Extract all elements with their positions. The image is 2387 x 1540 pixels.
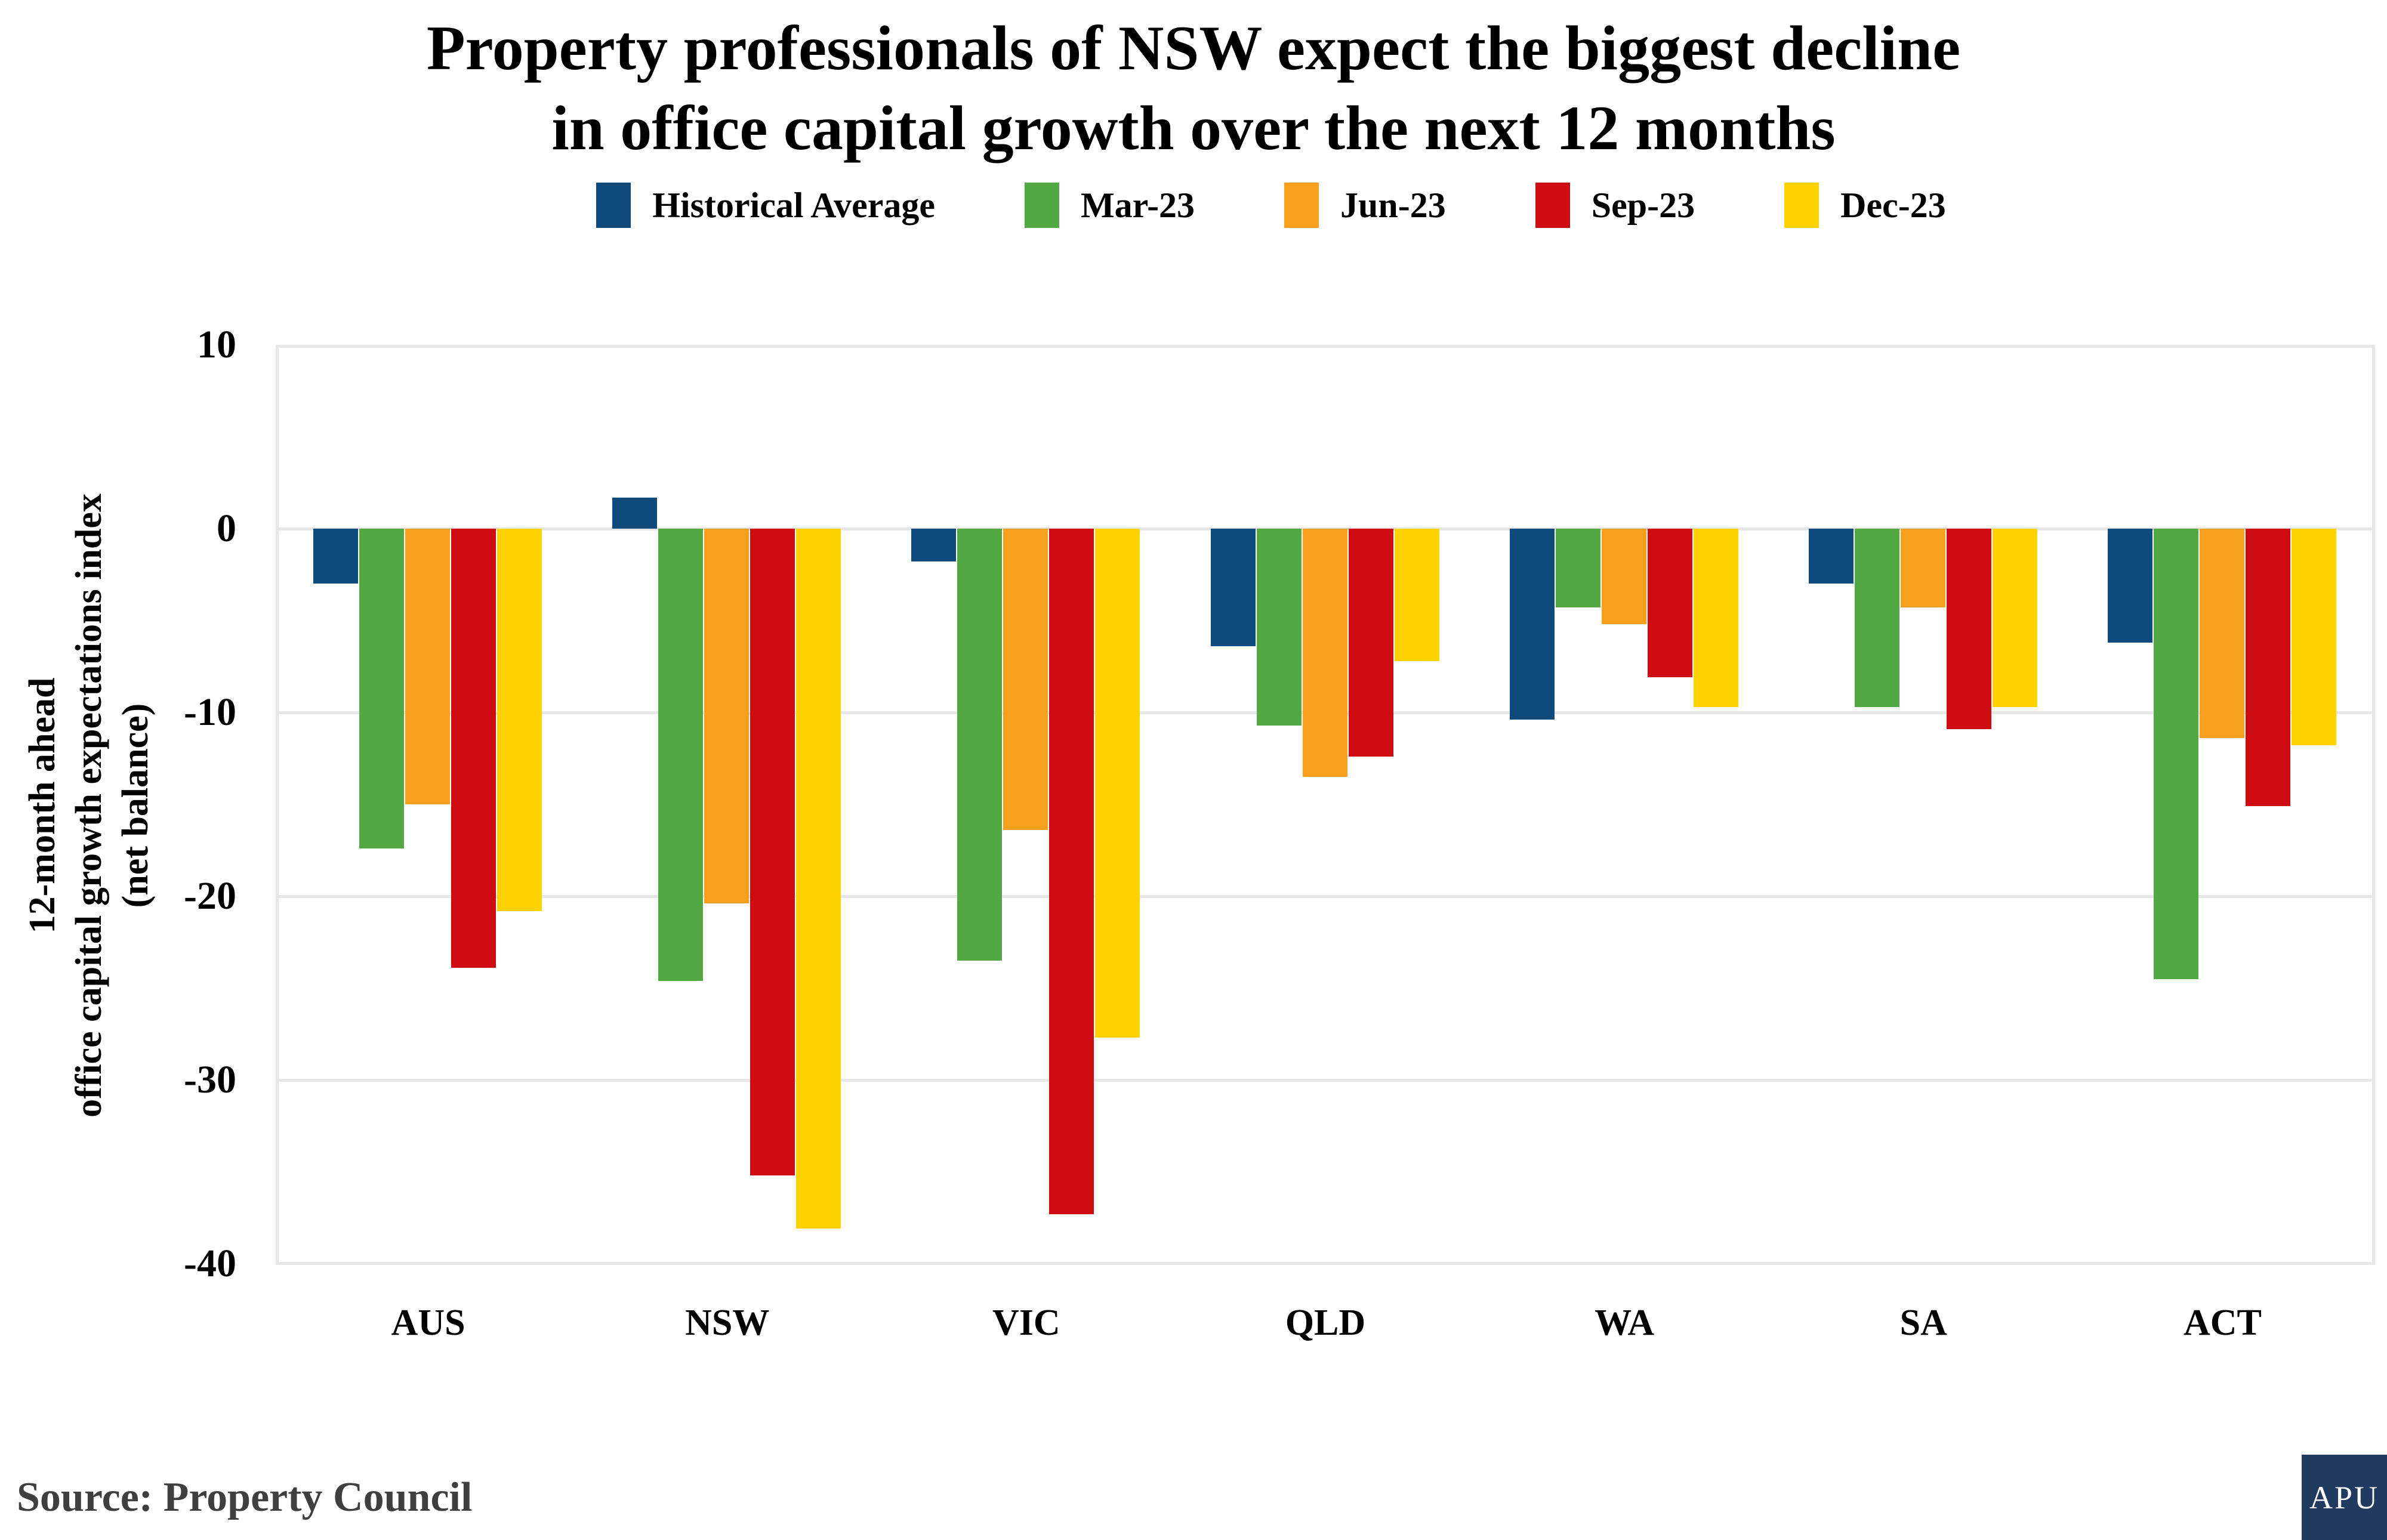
bar-qld-dec-23 [1394,529,1439,661]
bar-aus-dec-23 [497,529,542,911]
legend-item-mar-23: Mar-23 [1025,183,1195,228]
gridline--30 [279,1078,2372,1082]
bar-act-jun-23 [2199,529,2244,739]
bar-act-historical-average [2107,529,2152,643]
legend-swatch-icon [1535,183,1570,228]
bar-wa-mar-23 [1555,529,1600,608]
x-tick-label-qld: QLD [1285,1303,1366,1343]
legend-item-historical-average: Historical Average [596,183,935,228]
legend-item-jun-23: Jun-23 [1284,183,1446,228]
chart-title-line-2: in office capital growth over the next 1… [551,92,1836,163]
bar-vic-dec-23 [1095,529,1140,1038]
bar-aus-sep-23 [451,529,496,968]
y-tick-label--10: -10 [184,690,236,734]
y-axis-title: 12-month ahead office capital growth exp… [19,301,160,1310]
gridline--20 [279,894,2372,898]
bar-qld-sep-23 [1348,529,1393,757]
bar-sa-sep-23 [1946,529,1991,729]
legend-swatch-icon [596,183,631,228]
bar-nsw-mar-23 [658,529,704,981]
bar-qld-mar-23 [1256,529,1302,726]
bar-qld-historical-average [1210,529,1256,647]
bar-nsw-jun-23 [704,529,750,904]
apu-logo: APU [2302,1455,2387,1540]
bar-qld-jun-23 [1302,529,1347,777]
legend-swatch-icon [1284,183,1319,228]
bar-aus-mar-23 [359,529,405,848]
y-axis-title-line-2: office capital growth expectations index [69,493,109,1118]
legend-item-sep-23: Sep-23 [1535,183,1695,228]
y-axis-title-line-3: (net balance) [115,703,156,908]
x-tick-label-act: ACT [2183,1303,2262,1343]
bar-sa-jun-23 [1900,529,1945,608]
plot-area [276,345,2375,1265]
y-tick-label--40: -40 [184,1242,236,1285]
legend-label: Dec-23 [1840,185,1946,225]
legend-label: Historical Average [652,185,936,225]
x-tick-label-vic: VIC [992,1303,1060,1343]
bar-vic-historical-average [911,529,957,562]
legend-label: Mar-23 [1081,185,1195,225]
source-caption: Source: Property Council [17,1474,473,1520]
bar-vic-sep-23 [1049,529,1094,1214]
x-tick-label-sa: SA [1899,1303,1947,1343]
bar-act-sep-23 [2245,529,2290,807]
bar-sa-mar-23 [1854,529,1899,707]
bar-vic-jun-23 [1003,529,1048,831]
y-tick-label-10: 10 [197,323,236,366]
x-tick-label-nsw: NSW [685,1303,770,1343]
legend-swatch-icon [1025,183,1060,228]
y-axis-title-line-1: 12-month ahead [22,677,63,934]
x-tick-label-wa: WA [1595,1303,1655,1343]
y-tick-label--20: -20 [184,874,236,918]
legend-label: Sep-23 [1591,185,1695,225]
y-tick-label--30: -30 [184,1058,236,1101]
bar-act-dec-23 [2291,529,2336,746]
bar-aus-historical-average [313,529,359,584]
bar-wa-jun-23 [1601,529,1646,625]
bar-wa-sep-23 [1647,529,1692,678]
legend-swatch-icon [1784,183,1819,228]
bar-nsw-dec-23 [796,529,841,1229]
chart-title: Property professionals of NSW expect the… [0,8,2387,168]
legend-item-dec-23: Dec-23 [1784,183,1946,228]
bar-aus-jun-23 [405,529,451,804]
bar-wa-dec-23 [1693,529,1738,707]
bar-nsw-sep-23 [750,529,795,1176]
bar-vic-mar-23 [957,529,1003,961]
bar-sa-historical-average [1808,529,1854,584]
bar-nsw-historical-average [612,497,658,529]
bar-wa-historical-average [1509,529,1555,720]
legend-label: Jun-23 [1340,185,1446,225]
bar-act-mar-23 [2153,529,2198,979]
bar-sa-dec-23 [1992,529,2037,707]
legend: Historical Average Mar-23 Jun-23 Sep-23 Dec-… [78,183,2387,228]
x-tick-label-aus: AUS [391,1303,465,1343]
y-tick-label-0: 0 [217,507,236,550]
chart-title-line-1: Property professionals of NSW expect the… [426,13,1961,83]
